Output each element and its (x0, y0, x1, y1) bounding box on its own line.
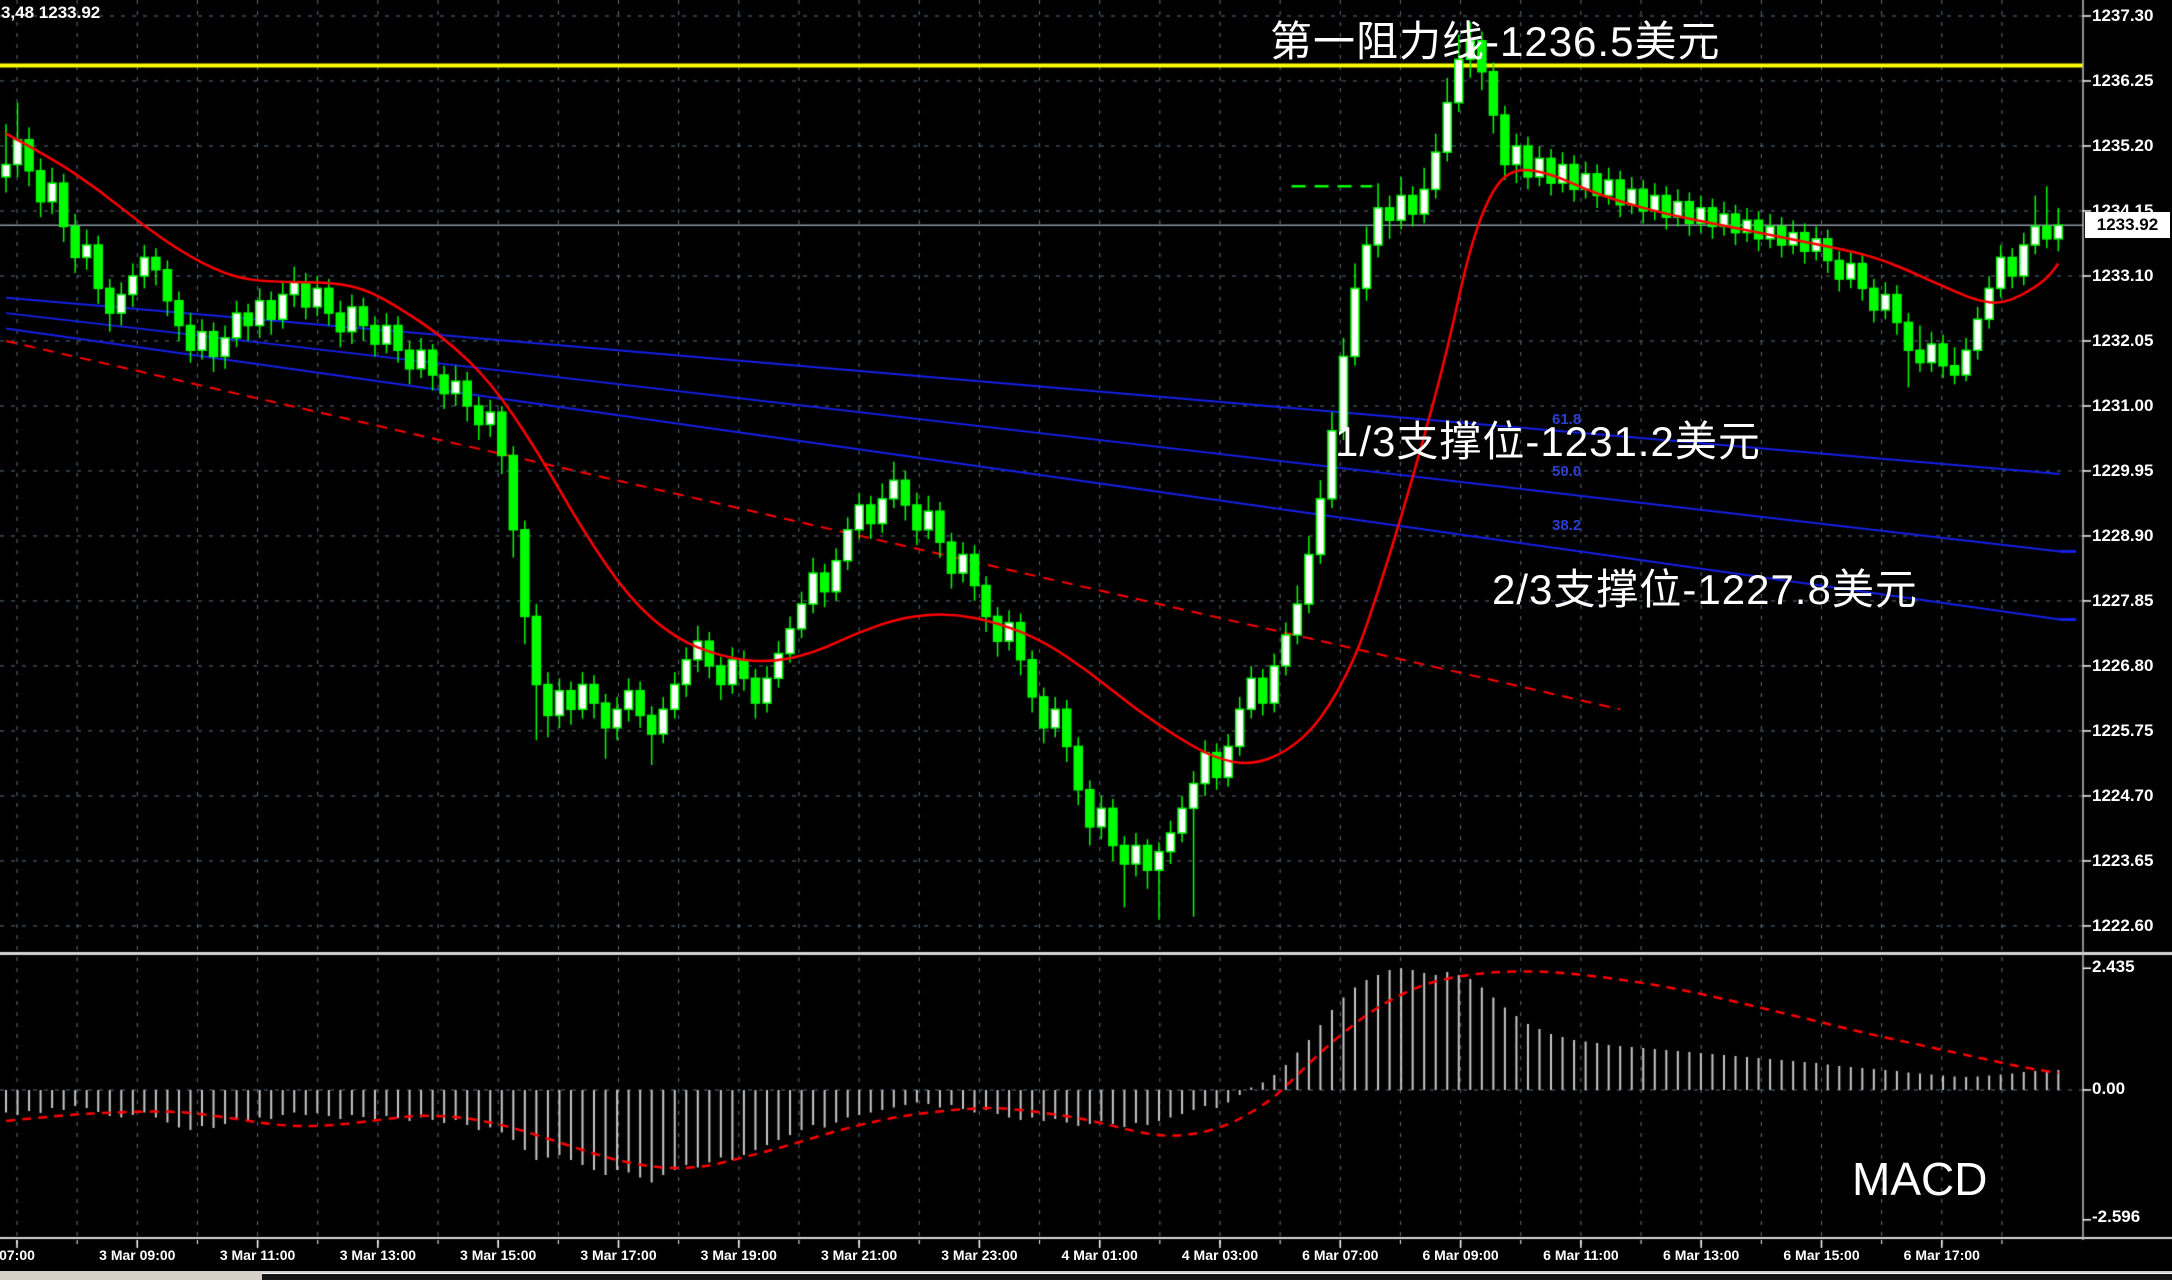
time-tick-label: 6 Mar 11:00 (1543, 1247, 1619, 1263)
time-tick-label: 3 Mar 09:00 (99, 1247, 176, 1263)
fib-label-38-2: 38.2 (1552, 517, 1582, 534)
time-tick-label: 3 Mar 21:00 (820, 1247, 898, 1263)
time-tick-label: 3 Mar 15:00 (460, 1247, 537, 1263)
resistance-annotation: 第一阻力线-1236.5美元 (1270, 18, 1721, 65)
time-tick-label: 3 Mar 11:00 (219, 1247, 296, 1263)
support1-annotation: 1/3支撑位-1231.2美元 (1335, 418, 1761, 465)
time-tick-label: 3 Mar 13:00 (339, 1247, 417, 1263)
price-tick-label: 1232.05 (2092, 330, 2154, 350)
time-tick-label: 6 Mar 09:00 (1422, 1247, 1499, 1263)
price-tick-label: 1233.10 (2092, 265, 2154, 285)
time-tick-label: 07:00 (0, 1247, 35, 1263)
price-tick-label: 1235.20 (2092, 135, 2154, 155)
time-tick-label: 4 Mar 01:00 (1061, 1247, 1138, 1263)
time-tick-label: 3 Mar 17:00 (580, 1247, 657, 1263)
time-tick-label: 6 Mar 07:00 (1302, 1247, 1379, 1263)
time-tick-label: 6 Mar 17:00 (1903, 1247, 1980, 1263)
price-tick-label: 1224.70 (2092, 785, 2154, 805)
price-tick-label: 1225.75 (2092, 720, 2154, 740)
price-tick-label: 1227.85 (2092, 590, 2154, 610)
price-tick-label: 1236.25 (2092, 70, 2154, 90)
time-tick-label: 6 Mar 13:00 (1663, 1247, 1740, 1263)
support2-annotation: 2/3支撑位-1227.8美元 (1492, 566, 1918, 613)
price-tick-label: 1223.65 (2092, 850, 2154, 870)
price-tick-label: 1222.60 (2092, 915, 2154, 935)
time-tick-label: 6 Mar 15:00 (1783, 1247, 1860, 1263)
time-tick-label: 3 Mar 23:00 (941, 1247, 1018, 1263)
time-tick-label: 3 Mar 19:00 (700, 1247, 777, 1263)
time-tick-label: 4 Mar 03:00 (1181, 1247, 1259, 1263)
scrollbar-track[interactable] (262, 1273, 2172, 1280)
macd-max-label: 2.435 (2092, 957, 2135, 976)
macd-min-label: -2.596 (2092, 1207, 2141, 1226)
fib-label-50-0: 50.0 (1552, 463, 1582, 480)
price-tick-label: 1226.80 (2092, 655, 2154, 675)
fib-label-61-8: 61.8 (1552, 411, 1582, 428)
macd-zero-label: 0.00 (2092, 1079, 2126, 1098)
price-tick-label: 1228.90 (2092, 525, 2154, 545)
price-tick-label: 1229.95 (2092, 460, 2154, 480)
price-tick-label: 1237.30 (2092, 6, 2154, 25)
ohlc-info-label: 3,48 1233.92 (1, 3, 101, 22)
macd-indicator-label: MACD (1852, 1153, 1988, 1205)
bottom-scrollbar[interactable] (0, 1271, 2172, 1280)
price-tick-label: 1231.00 (2092, 395, 2154, 415)
current-price-tag: 1233.92 (2085, 212, 2170, 238)
